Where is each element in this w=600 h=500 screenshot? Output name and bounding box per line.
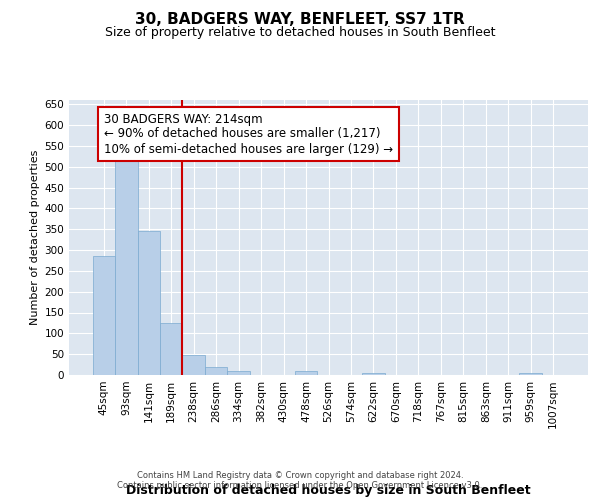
Y-axis label: Number of detached properties: Number of detached properties (30, 150, 40, 325)
Bar (227, 371, 250, 375)
Bar (115, 156, 137, 375)
Bar (362, 373, 385, 375)
Text: Contains HM Land Registry data © Crown copyright and database right 2024.
Contai: Contains HM Land Registry data © Crown c… (118, 470, 482, 490)
Bar (520, 373, 542, 375)
Bar (295, 371, 317, 375)
X-axis label: Distribution of detached houses by size in South Benfleet: Distribution of detached houses by size … (126, 484, 531, 497)
Text: Size of property relative to detached houses in South Benfleet: Size of property relative to detached ho… (105, 26, 495, 39)
Bar (92, 256, 115, 375)
Text: 30 BADGERS WAY: 214sqm
← 90% of detached houses are smaller (1,217)
10% of semi-: 30 BADGERS WAY: 214sqm ← 90% of detached… (104, 112, 393, 156)
Text: 30, BADGERS WAY, BENFLEET, SS7 1TR: 30, BADGERS WAY, BENFLEET, SS7 1TR (135, 12, 465, 28)
Bar (160, 323, 182, 375)
Bar (137, 231, 160, 375)
Bar (182, 355, 205, 375)
Bar (205, 366, 227, 375)
